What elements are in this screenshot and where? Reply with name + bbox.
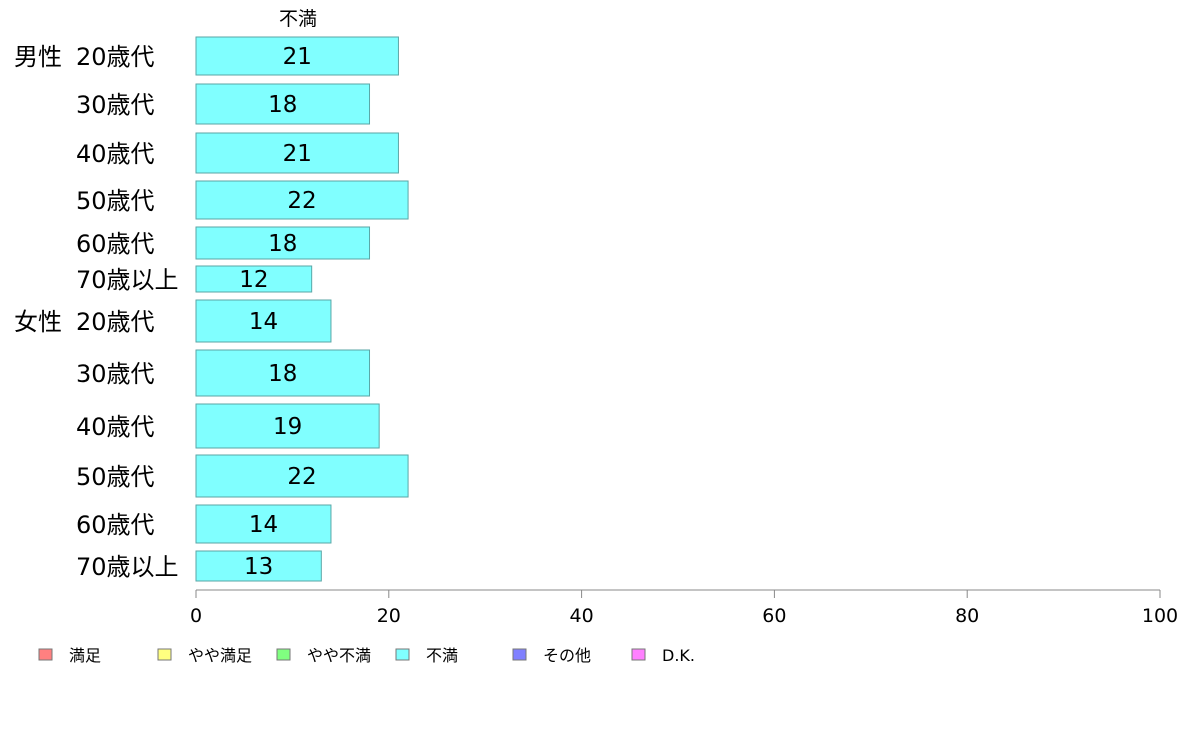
category-label: 20歳代 <box>76 308 155 336</box>
bar-value-label: 21 <box>283 44 312 70</box>
group-label: 女性 <box>14 308 62 336</box>
bar-男性-60歳代 <box>195 226 371 260</box>
x-tick-label: 60 <box>762 605 786 627</box>
bar-value-label: 21 <box>283 141 312 167</box>
bar-value-label: 18 <box>268 92 297 118</box>
category-label: 50歳代 <box>76 463 155 491</box>
group-label: 男性 <box>14 43 62 71</box>
category-label: 40歳代 <box>76 413 155 441</box>
category-label: 60歳代 <box>76 230 155 258</box>
bar-男性-30歳代 <box>195 83 371 125</box>
bar-女性-40歳代 <box>195 403 380 449</box>
bar-value-label: 19 <box>273 414 302 440</box>
bars-layer: 2120歳代男性1830歳代2140歳代2250歳代1860歳代1270歳以上1… <box>14 36 409 582</box>
legend-swatch <box>395 648 410 661</box>
category-label: 30歳代 <box>76 91 155 119</box>
bar-value-label: 18 <box>268 361 297 387</box>
bar-女性-50歳代 <box>195 454 409 498</box>
legend-swatch <box>38 648 53 661</box>
bar-男性-70歳以上 <box>195 265 313 293</box>
legend-label: やや満足 <box>188 646 252 665</box>
x-tick-label: 100 <box>1142 605 1178 627</box>
bar-value-label: 18 <box>268 231 297 257</box>
category-label: 70歳以上 <box>76 266 179 294</box>
legend-swatch <box>157 648 172 661</box>
bar-女性-30歳代 <box>195 349 371 397</box>
category-label: 30歳代 <box>76 360 155 388</box>
bar-男性-20歳代 <box>195 36 399 76</box>
legend-label: その他 <box>543 646 591 665</box>
legend-swatch <box>631 648 646 661</box>
chart-title: 不満 <box>279 8 317 30</box>
bar-value-label: 22 <box>287 188 316 214</box>
category-label: 40歳代 <box>76 140 155 168</box>
bar-value-label: 14 <box>249 309 278 335</box>
bar-value-label: 13 <box>244 554 273 580</box>
legend-label: 不満 <box>426 646 458 665</box>
bar-男性-50歳代 <box>195 180 409 220</box>
legend-swatch <box>276 648 291 661</box>
category-label: 20歳代 <box>76 43 155 71</box>
legend-label: D.K. <box>662 646 695 665</box>
legend-swatch <box>512 648 527 661</box>
bar-女性-70歳以上 <box>195 550 322 582</box>
x-axis: 0 20 40 60 80 100 <box>190 589 1178 627</box>
category-label: 70歳以上 <box>76 553 179 581</box>
bar-value-label: 14 <box>249 512 278 538</box>
legend-label: やや不満 <box>307 646 371 665</box>
legend-label: 満足 <box>69 646 101 665</box>
x-tick-label: 40 <box>570 605 594 627</box>
x-tick-label: 20 <box>377 605 401 627</box>
category-label: 50歳代 <box>76 187 155 215</box>
x-tick-label: 80 <box>955 605 979 627</box>
legend: 満足 やや満足 やや不満 不満 その他 D.K. <box>38 646 695 665</box>
bar-value-label: 12 <box>239 267 268 293</box>
bar-女性-20歳代 <box>195 299 332 343</box>
bar-value-label: 22 <box>287 464 316 490</box>
bar-男性-40歳代 <box>195 132 399 174</box>
bar-女性-60歳代 <box>195 504 332 544</box>
x-tick-label: 0 <box>190 605 202 627</box>
category-label: 60歳代 <box>76 511 155 539</box>
